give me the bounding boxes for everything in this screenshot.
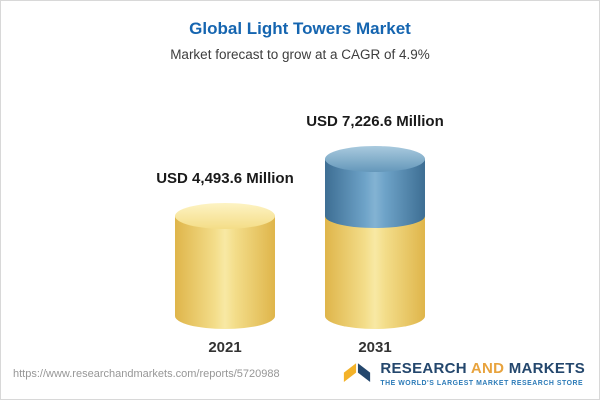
cylinder-2021 xyxy=(175,203,275,329)
chart-subtitle: Market forecast to grow at a CAGR of 4.9… xyxy=(170,47,430,62)
value-label-2021: USD 4,493.6 Million xyxy=(156,170,294,187)
logo-icon xyxy=(342,361,372,386)
report-url[interactable]: https://www.researchandmarkets.com/repor… xyxy=(13,367,280,380)
logo-tagline: THE WORLD'S LARGEST MARKET RESEARCH STOR… xyxy=(380,380,584,387)
logo-text: RESEARCH AND MARKETS THE WORLD'S LARGEST… xyxy=(380,360,585,387)
footer: https://www.researchandmarkets.com/repor… xyxy=(1,360,599,399)
logo-word-markets: MARKETS xyxy=(508,360,585,377)
logo-name: RESEARCH AND MARKETS xyxy=(380,360,585,377)
chart-title: Global Light Towers Market xyxy=(189,19,411,38)
logo-word-and: AND xyxy=(470,360,505,377)
bar-column-2031: USD 7,226.6 Million 2031 xyxy=(300,113,450,356)
year-label-2021: 2021 xyxy=(208,339,242,356)
cylinder-2031-base-segment xyxy=(325,216,425,329)
bar-column-2021: USD 4,493.6 Million 2021 xyxy=(150,170,300,356)
chart-header: Global Light Towers Market Market foreca… xyxy=(1,1,599,62)
year-label-2031: 2031 xyxy=(358,339,392,356)
value-label-2031: USD 7,226.6 Million xyxy=(306,113,444,130)
cylinder-2031 xyxy=(325,146,425,329)
company-logo: RESEARCH AND MARKETS THE WORLD'S LARGEST… xyxy=(342,360,585,387)
logo-word-research: RESEARCH xyxy=(380,360,467,377)
cylinder-2021-top-ellipse xyxy=(175,203,275,229)
cylinder-2021-body xyxy=(175,216,275,329)
cylinder-2031-top-ellipse xyxy=(325,146,425,172)
chart-area: USD 4,493.6 Million 2021 USD 7,226.6 Mil… xyxy=(1,62,599,360)
